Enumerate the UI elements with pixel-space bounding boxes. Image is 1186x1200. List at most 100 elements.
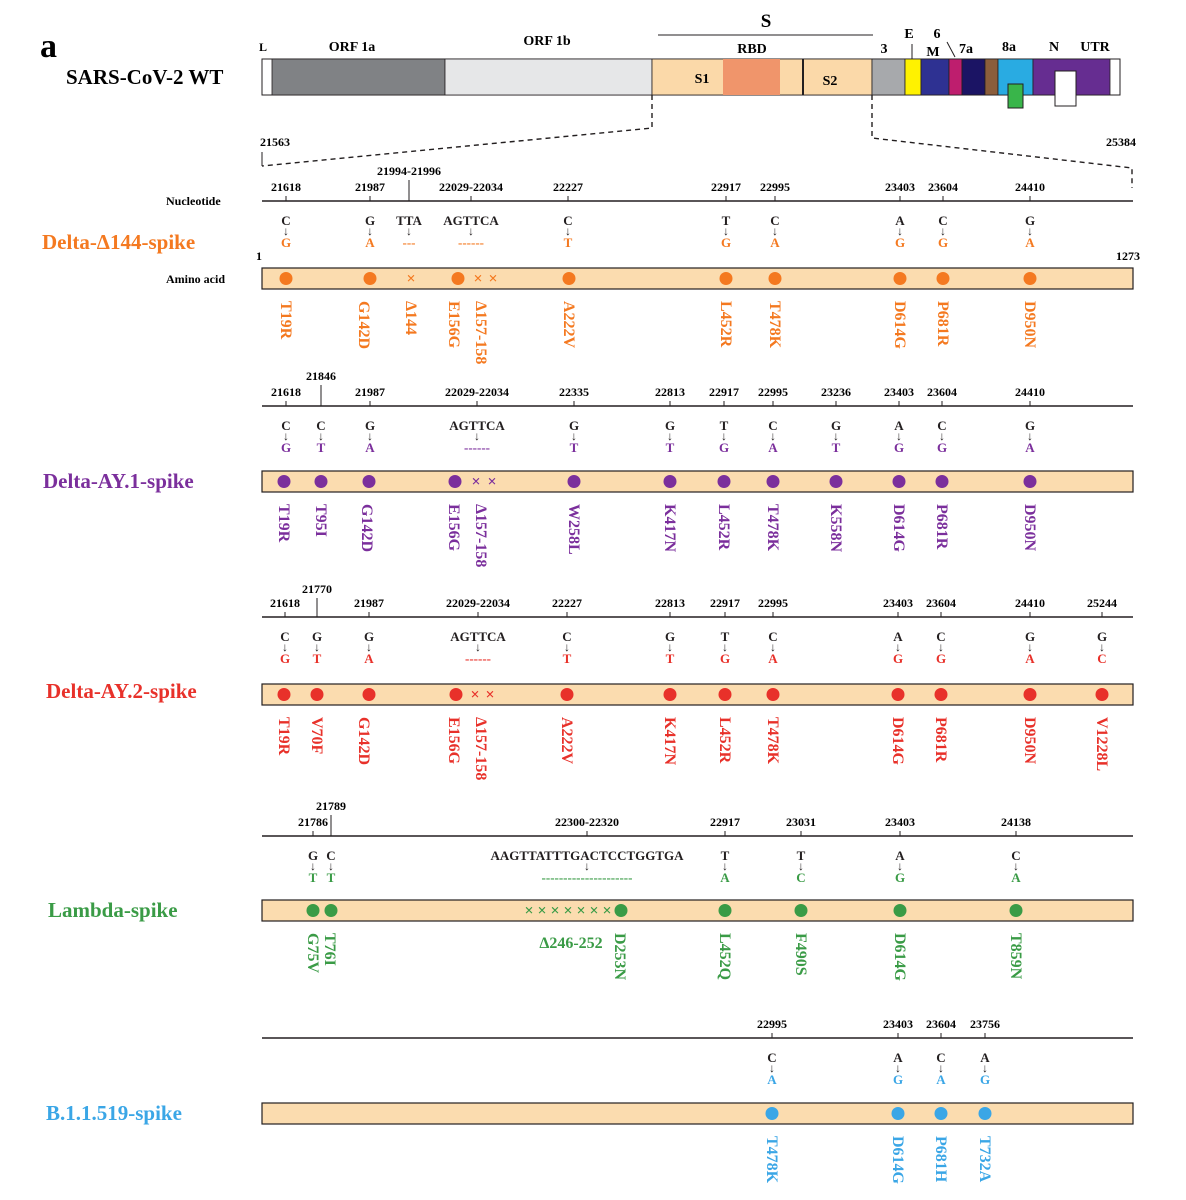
label-s2: S2 <box>823 74 838 89</box>
mutation-dot <box>1009 904 1023 917</box>
alt-base: --------------------- <box>542 870 633 885</box>
nucleotide-position: 21987 <box>355 385 385 399</box>
mutation-dot <box>663 475 677 488</box>
variant-name: Delta-AY.1-spike <box>43 469 194 493</box>
alt-base: A <box>365 440 375 455</box>
mutation-dot <box>363 272 377 285</box>
nucleotide-position: 21789 <box>316 799 346 813</box>
aa-mutation-label: D614G <box>891 301 908 350</box>
alt-base: C <box>1097 651 1106 666</box>
mutation-dot <box>892 475 906 488</box>
mutation-dot <box>614 904 628 917</box>
ref-base: T <box>722 213 731 228</box>
substitution-arrow: ↓ <box>468 224 474 238</box>
alt-base: T <box>313 651 322 666</box>
deletion-mark: × <box>602 903 611 920</box>
mutation-dot <box>448 475 462 488</box>
alt-base: --- <box>403 235 416 250</box>
substitution-arrow: ↓ <box>314 640 320 654</box>
mutation-dot <box>766 688 780 701</box>
variant-panel: B.1.1.519-spike22995C↓A23403A↓G23604C↓A2… <box>46 1017 1134 1185</box>
aa-mutation-label: Δ157-158 <box>472 504 489 567</box>
aa-mutation-label: K417N <box>661 717 678 765</box>
ref-base: C <box>768 418 777 433</box>
alt-base: T <box>564 235 573 250</box>
g6-segment <box>948 58 963 96</box>
substitution-arrow: ↓ <box>565 224 571 238</box>
aa-mutation-label: P681H <box>932 1136 949 1183</box>
aa-mutation-label: E156G <box>445 717 462 765</box>
mutation-dot <box>766 475 780 488</box>
substitution-arrow: ↓ <box>1027 429 1033 443</box>
aa-mutation-label: E156G <box>445 301 462 349</box>
nucleotide-position: 22029-22034 <box>439 180 503 194</box>
ref-base: C <box>281 418 290 433</box>
rbd-segment <box>723 59 780 95</box>
label-orf1b: ORF 1b <box>523 34 571 49</box>
substitution-arrow: ↓ <box>584 859 590 873</box>
substitution-arrow: ↓ <box>938 640 944 654</box>
alt-base: T <box>666 651 675 666</box>
nucleotide-position: 21987 <box>355 180 385 194</box>
aa-mutation-label: D950N <box>1021 301 1038 349</box>
alt-base: G <box>893 1072 903 1087</box>
aa-mutation-label: D950N <box>1021 717 1038 765</box>
label-l: L <box>259 40 267 54</box>
nucleotide-position: 24410 <box>1015 180 1045 194</box>
nucleotide-position: 23403 <box>885 815 915 829</box>
alt-base: T <box>309 870 318 885</box>
ref-base: AGTTCA <box>449 418 505 433</box>
zoom-line-right <box>871 95 1133 188</box>
substitution-arrow: ↓ <box>938 1061 944 1075</box>
ref-base: TTA <box>396 213 422 228</box>
alt-base: T <box>832 440 841 455</box>
nucleotide-position: 22995 <box>758 596 788 610</box>
m-segment <box>920 58 950 96</box>
amino-acid-bar <box>261 267 1134 290</box>
deletion-mark: × <box>406 271 415 288</box>
substitution-arrow: ↓ <box>564 640 570 654</box>
label-rbd: RBD <box>737 42 767 57</box>
amino-acid-bar <box>261 470 1134 493</box>
substitution-arrow: ↓ <box>772 224 778 238</box>
ref-base: C <box>1011 848 1020 863</box>
aa-end-label: 1273 <box>1116 249 1140 263</box>
amino-acid-bar <box>261 899 1134 922</box>
variant-panel: Lambda-spike21786G↓T21789C↓T22300-22320A… <box>48 799 1134 982</box>
nucleotide-position: 23604 <box>926 596 956 610</box>
mutation-dot <box>829 475 843 488</box>
substitution-arrow: ↓ <box>895 640 901 654</box>
ref-base: A <box>895 213 905 228</box>
label-s: S <box>761 11 772 32</box>
nucleotide-position: 21846 <box>306 369 336 383</box>
mutation-dot <box>663 688 677 701</box>
ref-base: A <box>893 1050 903 1065</box>
variant-panels: Delta-Δ144-spike Nucleotide Amino acid 1 127… <box>42 164 1140 1185</box>
alt-base: A <box>365 235 375 250</box>
substitution-arrow: ↓ <box>318 429 324 443</box>
substitution-arrow: ↓ <box>282 640 288 654</box>
substitution-arrow: ↓ <box>721 429 727 443</box>
ref-base: G <box>308 848 318 863</box>
aa-mutation-label: W258L <box>565 504 582 555</box>
mutation-dot <box>978 1107 992 1120</box>
substitution-arrow: ↓ <box>367 224 373 238</box>
substitution-arrow: ↓ <box>667 429 673 443</box>
nucleotide-position: 22917 <box>711 180 741 194</box>
label-e: E <box>904 27 913 42</box>
alt-base: ------ <box>458 235 484 250</box>
aa-mutation-label: G142D <box>358 504 375 552</box>
nucleotide-position: 23604 <box>926 1017 956 1031</box>
orf1b-segment <box>444 58 653 96</box>
substitution-arrow: ↓ <box>723 224 729 238</box>
mutation-dot <box>718 904 732 917</box>
ref-base: C <box>316 418 325 433</box>
aa-mutation-label: G142D <box>355 717 372 765</box>
substitution-arrow: ↓ <box>283 429 289 443</box>
aa-mutation-label: T76I <box>321 933 338 966</box>
aa-mutation-label: E156G <box>445 504 462 552</box>
label-m: M <box>926 45 939 60</box>
alt-base: G <box>281 440 291 455</box>
mutation-dot <box>1023 475 1037 488</box>
mutation-dot <box>1023 688 1037 701</box>
